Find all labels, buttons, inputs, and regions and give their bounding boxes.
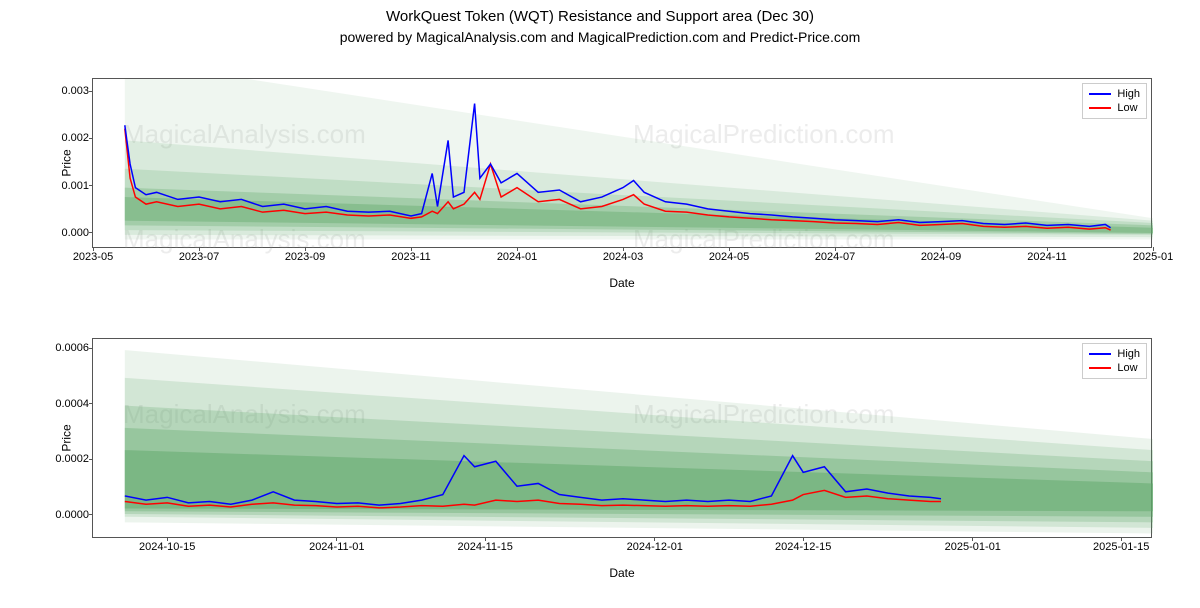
legend-box: High Low bbox=[1082, 83, 1147, 119]
x-tick-label: 2024-03 bbox=[603, 247, 643, 263]
legend-label: Low bbox=[1117, 102, 1137, 114]
legend-box: High Low bbox=[1082, 343, 1147, 379]
bottom-chart: Price MagicalAnalysis.com MagicalPredict… bbox=[92, 338, 1152, 538]
y-tick-label: 0.0000 bbox=[55, 509, 93, 521]
legend-swatch bbox=[1089, 93, 1111, 95]
x-tick-label: 2025-01-15 bbox=[1093, 537, 1149, 553]
legend-item-high: High bbox=[1089, 87, 1140, 101]
y-tick-label: 0.000 bbox=[61, 227, 93, 239]
top-y-axis-label: Price bbox=[60, 149, 74, 176]
legend-swatch bbox=[1089, 367, 1111, 369]
bottom-y-axis-label: Price bbox=[60, 424, 74, 451]
x-tick-label: 2024-09 bbox=[921, 247, 961, 263]
legend-item-low: Low bbox=[1089, 101, 1140, 115]
x-tick-label: 2024-12-01 bbox=[627, 537, 683, 553]
legend-label: Low bbox=[1117, 362, 1137, 374]
legend-item-high: High bbox=[1089, 347, 1140, 361]
bottom-chart-svg bbox=[93, 339, 1153, 539]
legend-swatch bbox=[1089, 353, 1111, 355]
legend-swatch bbox=[1089, 107, 1111, 109]
chart-subtitle: powered by MagicalAnalysis.com and Magic… bbox=[0, 29, 1200, 45]
x-tick-label: 2025-01 bbox=[1133, 247, 1173, 263]
x-tick-label: 2024-07 bbox=[815, 247, 855, 263]
x-tick-label: 2024-01 bbox=[497, 247, 537, 263]
x-tick-label: 2024-11 bbox=[1027, 247, 1067, 263]
x-tick-label: 2024-12-15 bbox=[775, 537, 831, 553]
y-tick-label: 0.001 bbox=[61, 180, 93, 192]
top-chart-svg bbox=[93, 79, 1153, 249]
x-tick-label: 2023-09 bbox=[285, 247, 325, 263]
x-tick-label: 2024-05 bbox=[709, 247, 749, 263]
y-tick-label: 0.0004 bbox=[55, 398, 93, 410]
y-tick-label: 0.0006 bbox=[55, 342, 93, 354]
x-tick-label: 2023-11 bbox=[391, 247, 431, 263]
legend-label: High bbox=[1117, 348, 1140, 360]
bottom-x-axis-label: Date bbox=[609, 566, 634, 580]
legend-label: High bbox=[1117, 88, 1140, 100]
y-tick-label: 0.002 bbox=[61, 132, 93, 144]
chart-container: WorkQuest Token (WQT) Resistance and Sup… bbox=[0, 8, 1200, 608]
x-tick-label: 2024-11-15 bbox=[457, 537, 512, 553]
top-chart: Price MagicalAnalysis.com MagicalPredict… bbox=[92, 78, 1152, 248]
y-tick-label: 0.0002 bbox=[55, 453, 93, 465]
x-tick-label: 2024-10-15 bbox=[139, 537, 195, 553]
top-x-axis-label: Date bbox=[609, 276, 634, 290]
x-tick-label: 2025-01-01 bbox=[945, 537, 1001, 553]
x-tick-label: 2023-05 bbox=[73, 247, 113, 263]
x-tick-label: 2024-11-01 bbox=[309, 537, 364, 553]
legend-item-low: Low bbox=[1089, 361, 1140, 375]
y-tick-label: 0.003 bbox=[61, 85, 93, 97]
x-tick-label: 2023-07 bbox=[179, 247, 219, 263]
chart-title: WorkQuest Token (WQT) Resistance and Sup… bbox=[0, 8, 1200, 25]
